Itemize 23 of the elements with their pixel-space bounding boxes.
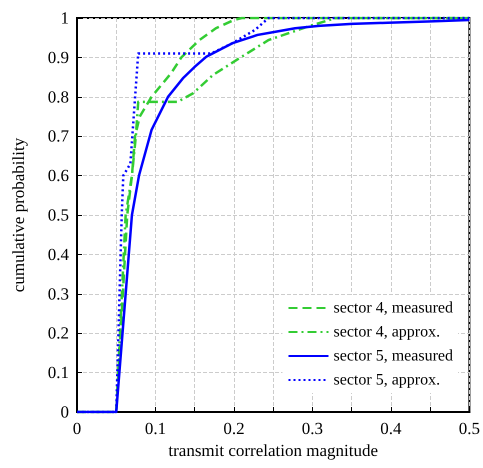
- legend-label: sector 5, approx.: [333, 372, 440, 388]
- x-tick-label: 0.3: [302, 419, 324, 438]
- x-tick-label: 0.5: [458, 419, 480, 438]
- y-tick-label: 0: [60, 402, 69, 422]
- legend-label: sector 4, measured: [333, 300, 454, 316]
- x-tick-label: 0.1: [144, 419, 166, 438]
- y-tick-label: 0.6: [48, 166, 69, 186]
- y-tick-label: 0.5: [48, 206, 69, 224]
- y-axis-title: cumulative probability: [9, 137, 28, 292]
- y-tick-label: 0.1: [48, 363, 69, 382]
- y-tick-label: 0.8: [48, 87, 69, 106]
- legend-label: sector 5, measured: [333, 348, 454, 364]
- x-tick-label: 0: [72, 419, 82, 438]
- y-tick-label: 0.4: [48, 244, 70, 264]
- y-tick-label: 0.7: [48, 126, 70, 146]
- x-tick-label: 0.4: [380, 419, 402, 438]
- legend-label: sector 4, approx.: [333, 324, 440, 340]
- y-tick-label: 0.3: [48, 284, 69, 304]
- y-tick-label: 1: [60, 8, 69, 28]
- x-tick-label: 0.2: [223, 419, 245, 438]
- x-axis-title: transmit correlation magnitude: [168, 440, 378, 460]
- y-tick-label: 0.2: [48, 324, 69, 343]
- y-tick-label: 0.9: [48, 48, 69, 67]
